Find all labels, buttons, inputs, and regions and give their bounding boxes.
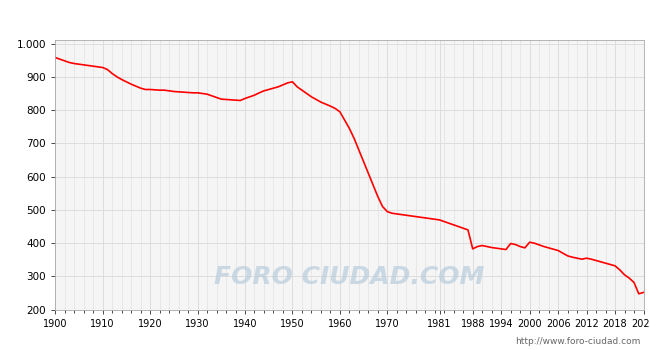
Text: Bolaños de Campos (Municipio) - Evolucion del numero de Habitantes: Bolaños de Campos (Municipio) - Evolucio… bbox=[70, 13, 580, 28]
Text: FORO CIUDAD.COM: FORO CIUDAD.COM bbox=[214, 265, 484, 289]
Text: http://www.foro-ciudad.com: http://www.foro-ciudad.com bbox=[515, 337, 640, 346]
